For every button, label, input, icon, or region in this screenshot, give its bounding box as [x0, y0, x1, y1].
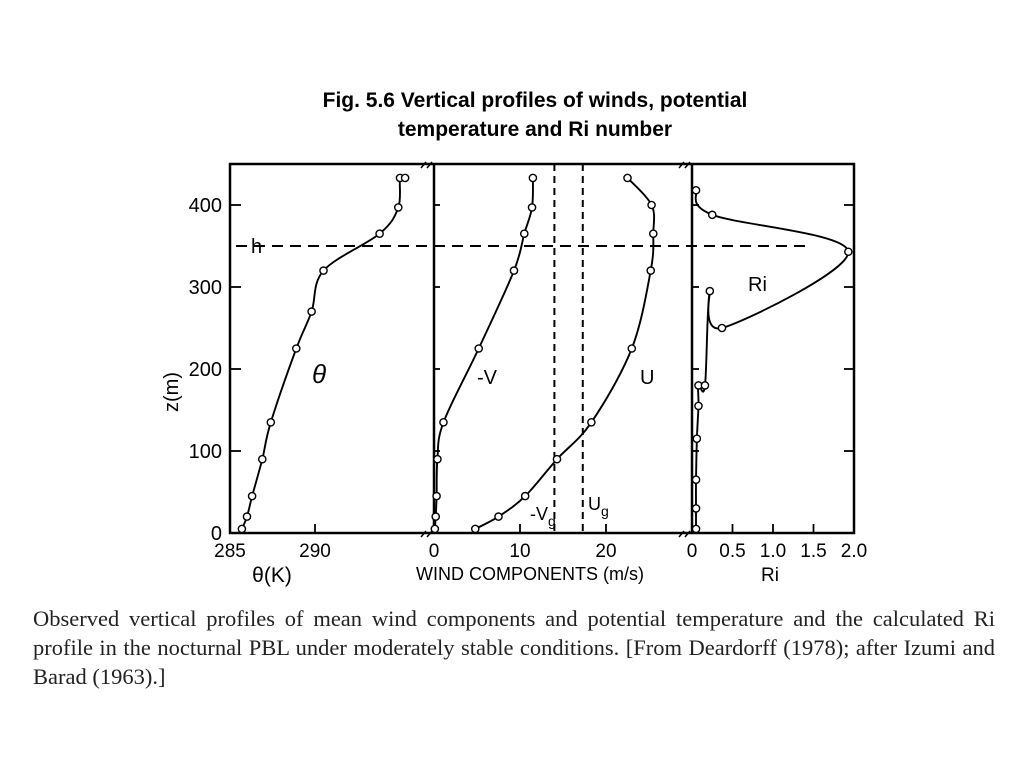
wind-data-point-1	[623, 173, 632, 183]
ug-label: Ug	[588, 494, 609, 519]
wind-data-point-0	[527, 203, 537, 212]
theta-curve-label: θ	[312, 359, 326, 389]
wind-data-point-1	[649, 229, 658, 238]
wind-data-point-0	[432, 491, 441, 501]
wind-data-point-1	[470, 524, 480, 534]
ri-x-tick-label: 1.5	[800, 541, 826, 562]
wind-data-point-0	[520, 229, 529, 238]
wind-axis-title: WIND COMPONENTS (m/s)	[416, 564, 644, 584]
y-tick-label: 400	[189, 195, 222, 217]
wind-x-tick-label: 0	[429, 541, 440, 562]
figure-caption: Observed vertical profiles of mean wind …	[33, 606, 995, 689]
wind-data-point-0	[474, 344, 484, 353]
chart-ticks	[229, 204, 855, 534]
ri-data-point-0	[694, 401, 703, 411]
theta-data-point-0	[247, 491, 257, 501]
wind-series-line-1	[474, 177, 656, 530]
theta-data-point-0	[237, 524, 247, 534]
theta-data-point-0	[319, 266, 328, 275]
wind-data-point-1	[587, 417, 596, 427]
theta-x-tick-label: 285	[214, 541, 246, 562]
wind-data-point-1	[627, 344, 637, 353]
v-curve-label: -V	[477, 367, 498, 389]
figure-title-line-1: Fig. 5.6 Vertical profiles of winds, pot…	[322, 89, 748, 112]
ri-data-point-0	[691, 524, 701, 534]
vg-label: -Vg	[530, 504, 556, 529]
wind-data-point-1	[494, 512, 503, 521]
wind-data-point-0	[528, 173, 538, 183]
z-axis-title: z(m)	[161, 372, 183, 412]
break-mark	[420, 530, 433, 538]
wind-data-point-0	[430, 524, 440, 534]
ri-data-point-0	[707, 210, 717, 220]
ri-series-line-0	[694, 189, 850, 529]
wind-data-point-1	[647, 200, 656, 210]
ri-data-point-0	[717, 323, 727, 333]
vg-label-main: -V	[530, 504, 548, 524]
ri-data-point-0	[844, 247, 853, 257]
wind-data-point-0	[433, 454, 442, 464]
ri-data-point-0	[691, 504, 701, 513]
axis-break-marks	[420, 161, 691, 538]
wind-data-point-1	[646, 266, 656, 275]
wind-x-tick-label: 10	[509, 541, 530, 562]
theta-x-tick-label: 290	[299, 541, 331, 562]
theta-data-point-0	[242, 512, 252, 521]
ri-data-point-0	[700, 381, 710, 390]
ri-data-point-0	[691, 185, 701, 195]
wind-data-point-1	[552, 454, 562, 464]
theta-data-point-0	[307, 307, 316, 316]
wind-data-point-0	[439, 417, 448, 427]
wind-series-line-0	[433, 177, 534, 529]
ri-data-point-0	[691, 475, 701, 485]
theta-data-point-0	[400, 173, 410, 183]
y-tick-label: 200	[189, 359, 222, 381]
chart-series	[237, 173, 853, 534]
ug-label-sub: g	[601, 503, 609, 519]
wind-data-point-1	[520, 491, 530, 501]
ri-x-tick-label: 0	[687, 541, 698, 562]
break-mark	[678, 161, 691, 169]
wind-data-point-0	[431, 512, 441, 521]
wind-x-tick-label: 20	[595, 541, 616, 562]
ri-x-tick-label: 0.5	[719, 541, 745, 562]
theta-data-point-0	[291, 344, 301, 353]
ri-x-tick-label: 2.0	[841, 541, 867, 562]
ri-axis-title: Ri	[761, 565, 779, 586]
theta-data-point-0	[266, 417, 276, 427]
y-tick-label: 300	[189, 277, 222, 299]
h-label: h	[251, 236, 262, 258]
break-mark	[678, 530, 691, 538]
ri-data-point-0	[692, 434, 702, 444]
figure-title-line-2: temperature and Ri number	[397, 118, 673, 141]
y-tick-label: 100	[189, 441, 222, 463]
reference-lines	[236, 164, 808, 533]
theta-data-point-0	[393, 203, 403, 212]
vg-label-sub: g	[548, 513, 556, 529]
figure-title: Fig. 5.6 Vertical profiles of winds, pot…	[0, 86, 1024, 144]
theta-axis-title: θ(K)	[252, 564, 292, 587]
theta-data-point-0	[375, 229, 384, 238]
break-mark	[420, 161, 433, 169]
wind-data-point-0	[509, 266, 519, 275]
theta-series-line-0	[241, 174, 406, 530]
ug-label-main: U	[588, 494, 601, 514]
y-tick-label: 0	[211, 523, 222, 545]
u-curve-label: U	[640, 367, 654, 389]
ri-data-point-0	[705, 286, 715, 296]
ri-x-tick-label: 1.0	[760, 541, 786, 562]
ri-curve-label: Ri	[748, 274, 767, 296]
theta-data-point-0	[257, 454, 267, 464]
chart-frame	[228, 162, 856, 535]
